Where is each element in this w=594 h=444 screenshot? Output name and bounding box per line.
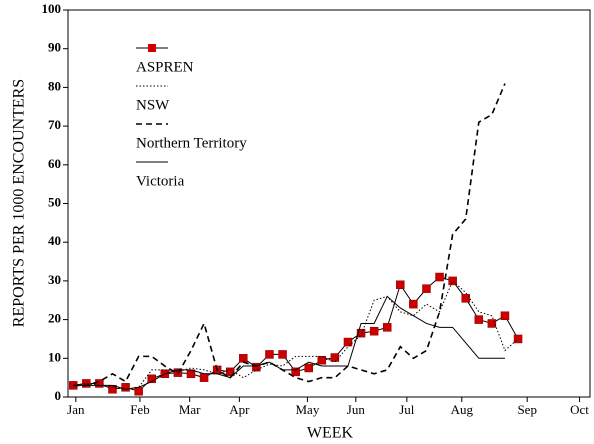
marker (356, 328, 366, 338)
x-tick-label: Oct (570, 402, 589, 417)
x-tick-label: Jun (347, 402, 366, 417)
x-tick-label: Jan (67, 402, 85, 417)
marker (330, 353, 340, 362)
series-line (73, 83, 506, 387)
y-tick-label: 0 (55, 388, 62, 403)
marker (134, 386, 143, 396)
marker (435, 272, 444, 282)
legend-label: Victoria (136, 173, 185, 189)
marker (82, 379, 91, 388)
y-tick-label: 10 (48, 349, 61, 364)
marker (500, 311, 510, 320)
marker (409, 299, 418, 309)
marker (343, 337, 353, 347)
marker (252, 362, 261, 372)
x-tick-label: Sep (517, 402, 537, 417)
marker (396, 280, 405, 290)
marker (422, 284, 431, 293)
y-tick-label: 50 (48, 194, 61, 209)
marker (369, 326, 379, 336)
y-tick-label: 70 (48, 117, 61, 132)
series-line (73, 295, 505, 390)
marker (382, 323, 392, 332)
y-tick-label: 20 (48, 311, 61, 326)
marker (239, 354, 248, 363)
legend-label: ASPREN (136, 59, 194, 75)
marker (487, 319, 497, 328)
marker (317, 355, 327, 365)
marker (278, 350, 287, 359)
y-tick-label: 40 (48, 233, 61, 248)
y-tick-label: 90 (48, 40, 61, 55)
marker (474, 315, 484, 324)
y-tick-label: 80 (48, 78, 61, 93)
x-tick-label: May (295, 402, 319, 417)
legend-label: NSW (136, 97, 170, 113)
marker (448, 276, 457, 286)
marker (304, 363, 313, 373)
y-tick-label: 100 (42, 1, 62, 16)
y-tick-label: 30 (48, 272, 61, 287)
legend-label: Northern Territory (136, 135, 247, 151)
y-tick-label: 60 (48, 156, 61, 171)
series-line (73, 280, 519, 390)
marker (291, 367, 300, 377)
marker (461, 294, 470, 303)
x-tick-label: Jul (399, 402, 415, 417)
y-axis-label: REPORTS PER 1000 ENCOUNTERS (11, 79, 28, 327)
x-tick-label: Aug (451, 402, 474, 417)
x-tick-label: Mar (179, 402, 201, 417)
legend-marker (148, 44, 156, 52)
x-tick-label: Feb (130, 402, 150, 417)
x-tick-label: Apr (229, 402, 250, 417)
x-axis-label: WEEK (307, 425, 354, 442)
marker (199, 373, 209, 382)
marker (265, 350, 274, 359)
marker (121, 383, 130, 392)
